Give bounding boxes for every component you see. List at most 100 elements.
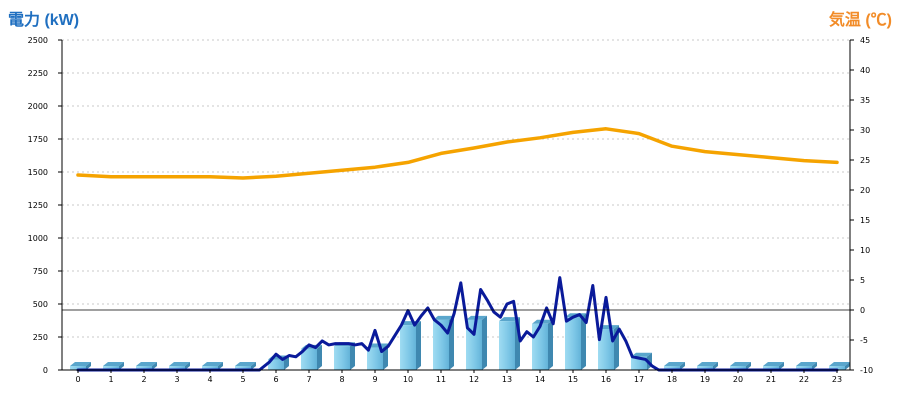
x-tick-label: 19 [700, 375, 710, 384]
temperature-series-line [76, 127, 839, 180]
power-bar-side [86, 362, 91, 370]
power-bar-side [845, 362, 850, 370]
grid-layer [62, 39, 850, 338]
power-bar-front [532, 323, 548, 370]
power-bar-front [796, 366, 812, 370]
power-bar-front [598, 329, 614, 370]
right-tick-label: 10 [860, 246, 870, 255]
left-tick-label: 0 [43, 366, 48, 375]
left-tick-label: 2000 [28, 102, 48, 111]
power-bar [730, 362, 751, 370]
power-bar-side [713, 362, 718, 370]
right-tick-label: 30 [860, 126, 870, 135]
power-bar [763, 362, 784, 370]
x-tick-label: 23 [832, 375, 842, 384]
power-line [76, 276, 839, 372]
left-tick-label: 2500 [28, 36, 48, 45]
power-bar-side [350, 342, 355, 370]
power-bar-front [268, 359, 284, 370]
power-bar [829, 362, 850, 370]
right-tick-label: 15 [860, 216, 870, 225]
power-bar-side [317, 344, 322, 370]
x-tick-label: 12 [469, 375, 479, 384]
power-bar-front [697, 366, 713, 370]
power-bar [433, 315, 454, 370]
right-tick-label: 0 [860, 306, 865, 315]
temperature-line [76, 127, 839, 180]
power-bar-front [367, 347, 383, 370]
power-bar-side [581, 313, 586, 370]
left-tick-label: 2250 [28, 69, 48, 78]
power-bar-top [796, 362, 817, 367]
power-bars [70, 313, 850, 370]
power-bar-top [598, 325, 619, 330]
power-bar-top [697, 362, 718, 367]
power-bar-top [202, 362, 223, 367]
power-bar-top [136, 362, 157, 367]
power-bar-side [548, 319, 553, 370]
right-tick-label: 35 [860, 96, 870, 105]
power-bar [631, 352, 652, 370]
power-bar [136, 362, 157, 370]
x-tick-label: 17 [634, 375, 644, 384]
x-tick-label: 20 [733, 375, 743, 384]
power-bar-front [301, 348, 317, 370]
power-bar-side [779, 362, 784, 370]
x-tick-label: 21 [766, 375, 776, 384]
left-tick-label: 1750 [28, 135, 48, 144]
power-bar-front [400, 325, 416, 370]
power-bar [235, 362, 256, 370]
power-bar [697, 362, 718, 370]
power-bar-front [103, 366, 119, 370]
power-bar-front [433, 319, 449, 370]
power-bar-side [218, 362, 223, 370]
power-bar [565, 313, 586, 370]
x-tick-label: 13 [502, 375, 512, 384]
x-tick-label: 14 [535, 375, 545, 384]
power-bar-side [746, 362, 751, 370]
power-bar-top [763, 362, 784, 367]
power-bar [334, 342, 355, 370]
x-tick-label: 16 [601, 375, 611, 384]
power-bar-front [235, 366, 251, 370]
axes: 02505007501000125015001750200022502500-1… [28, 36, 873, 384]
right-tick-label: 20 [860, 186, 870, 195]
power-bar [103, 362, 124, 370]
x-tick-label: 18 [667, 375, 677, 384]
right-tick-label: 25 [860, 156, 870, 165]
x-tick-label: 2 [141, 375, 146, 384]
power-bar-top [829, 362, 850, 367]
power-bar [400, 321, 421, 370]
power-bar-top [103, 362, 124, 367]
left-tick-label: 750 [33, 267, 48, 276]
power-bar [202, 362, 223, 370]
power-bar-side [152, 362, 157, 370]
right-tick-label: 5 [860, 276, 865, 285]
x-tick-label: 3 [174, 375, 179, 384]
power-bar-front [763, 366, 779, 370]
x-tick-label: 4 [207, 375, 212, 384]
x-tick-label: 0 [75, 375, 80, 384]
power-bar [664, 362, 685, 370]
power-bar-top [235, 362, 256, 367]
power-bar-side [185, 362, 190, 370]
right-tick-label: -5 [860, 336, 868, 345]
power-bar-front [70, 366, 86, 370]
power-bar-front [829, 366, 845, 370]
x-tick-label: 1 [108, 375, 113, 384]
right-axis-title: 気温 (℃) [828, 12, 892, 29]
power-bar [169, 362, 190, 370]
power-bar [796, 362, 817, 370]
left-tick-label: 1500 [28, 168, 48, 177]
power-bar-top [730, 362, 751, 367]
power-bar-front [730, 366, 746, 370]
left-tick-label: 1250 [28, 201, 48, 210]
power-bar-front [202, 366, 218, 370]
power-bar-front [169, 366, 185, 370]
power-bar-front [334, 346, 350, 370]
power-bar-top [169, 362, 190, 367]
power-bar-front [136, 366, 152, 370]
right-tick-label: 40 [860, 66, 870, 75]
power-bar-side [680, 362, 685, 370]
